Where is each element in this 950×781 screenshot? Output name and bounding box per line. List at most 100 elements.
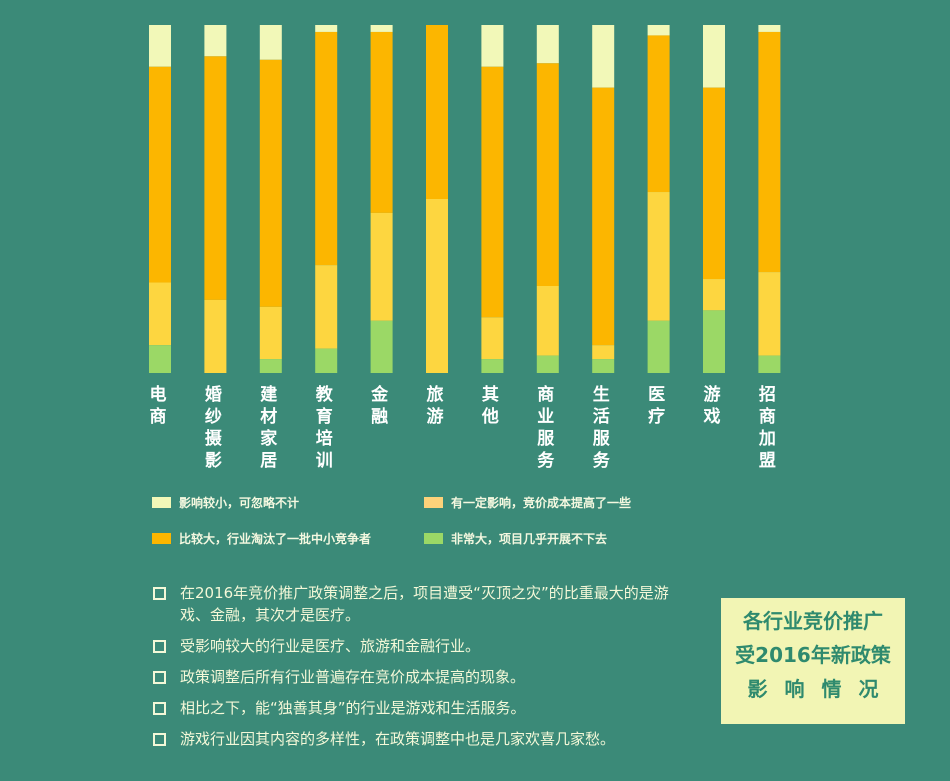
bar-segment-some bbox=[592, 345, 615, 360]
legend-label: 有一定影响，竞价成本提高了一些 bbox=[451, 496, 632, 510]
legend-swatch bbox=[152, 533, 171, 544]
bar-segment-some bbox=[647, 192, 670, 321]
bar-segment-large bbox=[758, 31, 781, 273]
note-text: 游戏行业因其内容的多样性，在政策调整中也是几家欢喜几家愁。 bbox=[180, 730, 616, 748]
bar-segment-small bbox=[259, 25, 282, 60]
bar-segment-large bbox=[647, 35, 670, 193]
legend-label: 比较大，行业淘汰了一批中小竞争者 bbox=[179, 532, 372, 546]
bar-segment-some bbox=[536, 286, 559, 356]
bar-segment-some bbox=[703, 279, 725, 311]
square-bullet-icon bbox=[153, 587, 166, 600]
legend-item-some: 有一定影响，竞价成本提高了一些 bbox=[424, 494, 631, 511]
bar-segment-some bbox=[481, 317, 504, 360]
note-item: 政策调整后所有行业普遍存在竞价成本提高的现象。 bbox=[153, 666, 693, 688]
bar-商业服务 bbox=[536, 25, 559, 373]
category-label: 教育培训 bbox=[315, 384, 334, 471]
category-label: 游戏 bbox=[703, 384, 721, 427]
square-bullet-icon bbox=[153, 733, 166, 746]
category-label: 其他 bbox=[481, 384, 499, 427]
note-item: 相比之下，能“独善其身”的行业是游戏和生活服务。 bbox=[153, 697, 693, 719]
bar-segment-severe bbox=[758, 355, 781, 373]
bar-游戏 bbox=[703, 25, 725, 373]
legend: 影响较小，可忽略不计 有一定影响，竞价成本提高了一些 比较大，行业淘汰了一批中小… bbox=[152, 494, 672, 554]
legend-item-large: 比较大，行业淘汰了一批中小竞争者 bbox=[152, 530, 371, 547]
bar-segment-severe bbox=[592, 359, 615, 373]
bar-segment-severe bbox=[370, 320, 393, 373]
legend-label: 非常大，项目几乎开展不下去 bbox=[451, 532, 608, 546]
legend-swatch bbox=[424, 533, 443, 544]
note-text: 在2016年竞价推广政策调整之后，项目遭受“灭顶之灾”的比重最大的是游戏、金融，… bbox=[180, 584, 669, 624]
category-label: 生活服务 bbox=[593, 384, 611, 471]
category-label: 商业服务 bbox=[537, 384, 555, 471]
bar-segment-large bbox=[259, 59, 282, 307]
category-label: 招商加盟 bbox=[758, 384, 776, 471]
notes-list: 在2016年竞价推广政策调整之后，项目遭受“灭顶之灾”的比重最大的是游戏、金融，… bbox=[153, 582, 693, 759]
bar-segment-large bbox=[536, 63, 559, 286]
bar-segment-severe bbox=[647, 320, 670, 373]
category-label: 电商 bbox=[150, 384, 167, 427]
bar-segment-some bbox=[370, 212, 393, 321]
bar-segment-small bbox=[758, 25, 781, 32]
bar-segment-severe bbox=[315, 348, 338, 373]
bar-segment-some bbox=[204, 299, 227, 373]
category-label: 建材家居 bbox=[260, 384, 277, 471]
bar-教育培训 bbox=[315, 25, 338, 373]
title-line: 影响情况 bbox=[747, 677, 896, 701]
legend-swatch bbox=[424, 497, 443, 508]
bar-segment-large bbox=[204, 56, 227, 300]
bar-segment-small bbox=[315, 25, 338, 32]
bar-segment-small bbox=[481, 25, 504, 67]
bar-segment-large bbox=[481, 66, 504, 318]
legend-swatch bbox=[152, 497, 171, 508]
bar-旅游 bbox=[426, 25, 448, 373]
bar-segment-severe bbox=[259, 359, 282, 373]
bar-金融 bbox=[370, 25, 393, 373]
bar-生活服务 bbox=[592, 25, 615, 373]
note-item: 在2016年竞价推广政策调整之后，项目遭受“灭顶之灾”的比重最大的是游戏、金融，… bbox=[153, 582, 693, 626]
title-line: 受2016年新政策 bbox=[735, 643, 891, 667]
note-item: 受影响较大的行业是医疗、旅游和金融行业。 bbox=[153, 635, 693, 657]
note-text: 相比之下，能“独善其身”的行业是游戏和生活服务。 bbox=[180, 699, 526, 717]
bar-婚纱摄影 bbox=[204, 25, 227, 373]
bar-segment-small bbox=[204, 25, 227, 57]
bar-segment-some bbox=[149, 282, 171, 346]
bar-segment-small bbox=[703, 25, 725, 88]
bar-segment-severe bbox=[149, 345, 171, 373]
chart-title: 各行业竞价推广 受2016年新政策 影响情况 bbox=[721, 598, 905, 724]
bar-segment-large bbox=[149, 66, 171, 283]
bar-电商 bbox=[149, 25, 171, 373]
bar-segment-some bbox=[758, 272, 781, 356]
bar-建材家居 bbox=[259, 25, 282, 373]
square-bullet-icon bbox=[153, 671, 166, 684]
bar-segment-some bbox=[315, 265, 338, 349]
bar-segment-large bbox=[315, 31, 338, 266]
category-label: 旅游 bbox=[427, 384, 444, 427]
bar-招商加盟 bbox=[758, 25, 781, 373]
category-label: 医疗 bbox=[648, 385, 665, 427]
bar-其他 bbox=[481, 25, 504, 373]
bar-segment-small bbox=[149, 25, 171, 67]
bar-segment-small bbox=[592, 25, 615, 88]
square-bullet-icon bbox=[153, 702, 166, 715]
bar-segment-some bbox=[259, 306, 282, 360]
note-text: 政策调整后所有行业普遍存在竞价成本提高的现象。 bbox=[180, 668, 526, 686]
category-label: 婚纱摄影 bbox=[205, 384, 223, 471]
legend-item-severe: 非常大，项目几乎开展不下去 bbox=[424, 530, 607, 547]
bar-医疗 bbox=[647, 25, 670, 373]
note-text: 受影响较大的行业是医疗、旅游和金融行业。 bbox=[180, 637, 481, 655]
bar-segment-large bbox=[426, 25, 448, 199]
bar-segment-severe bbox=[481, 359, 504, 373]
bar-segment-severe bbox=[536, 355, 559, 373]
note-item: 游戏行业因其内容的多样性，在政策调整中也是几家欢喜几家愁。 bbox=[153, 728, 693, 750]
bar-segment-small bbox=[647, 25, 670, 36]
bar-segment-large bbox=[703, 87, 725, 280]
legend-label: 影响较小，可忽略不计 bbox=[179, 496, 300, 510]
bar-segment-large bbox=[592, 87, 615, 346]
legend-item-small: 影响较小，可忽略不计 bbox=[152, 494, 299, 511]
category-label: 金融 bbox=[370, 384, 389, 427]
bar-segment-small bbox=[536, 25, 559, 64]
title-line: 各行业竞价推广 bbox=[743, 609, 883, 633]
bar-segment-severe bbox=[703, 310, 725, 373]
square-bullet-icon bbox=[153, 640, 166, 653]
